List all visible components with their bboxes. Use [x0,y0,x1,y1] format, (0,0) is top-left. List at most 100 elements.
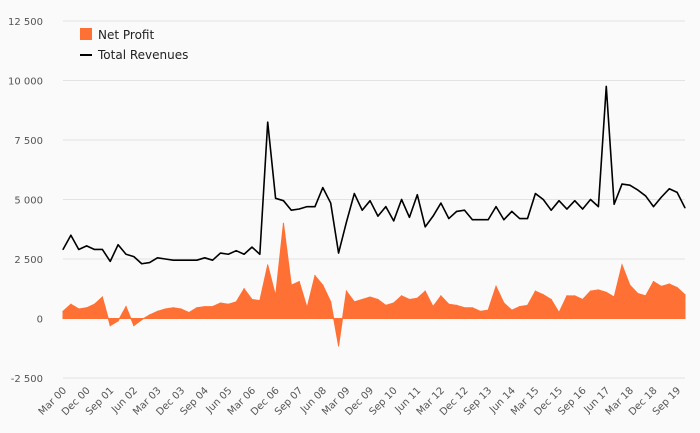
total-revenues-point [282,200,285,202]
legend: Net Profit Total Revenues [80,28,188,62]
net-profit-point [314,275,316,277]
net-profit-point [511,309,513,311]
total-revenues-point [274,197,277,199]
net-profit-point [227,303,229,305]
net-profit-point [125,306,127,308]
total-revenues-point [93,248,96,251]
net-profit-point [503,302,505,304]
net-profit-point [274,295,277,297]
net-profit-point [629,284,631,286]
total-revenues-point [487,219,489,221]
net-profit-point [235,301,237,303]
net-profit-point [164,308,166,310]
total-revenues-point [180,259,182,261]
net-profit-point [471,307,474,309]
total-revenues-point [471,219,474,221]
net-profit-point [582,298,584,301]
net-profit-point [621,264,623,266]
net-profit-point [432,306,434,308]
net-profit-point [306,307,308,309]
total-revenues-point [503,219,505,221]
total-revenues-point [416,194,418,196]
net-profit-point [180,308,182,310]
total-revenues-point [400,198,403,201]
total-revenues-point [227,253,229,255]
y-tick-label: 2 500 [14,255,43,266]
total-revenues-point [660,196,662,198]
net-profit-point [574,295,576,297]
total-revenues-point [314,206,316,208]
net-profit-point [188,311,190,314]
total-revenues-point [133,256,135,258]
net-profit-point [534,290,537,292]
net-profit-point [93,303,96,305]
net-profit-area [62,223,686,346]
net-profit-point [109,325,111,327]
total-revenues-point [204,257,206,259]
total-revenues-point [550,209,552,211]
y-tick-label: 10 000 [8,77,43,88]
net-profit-point [589,290,592,292]
total-revenues-point [345,221,348,223]
total-revenues-point [495,206,497,208]
net-profit-point [62,310,64,312]
net-profit-point [416,297,418,299]
total-revenues-point [70,234,72,236]
net-profit-point [456,304,458,307]
net-profit-point [337,345,340,347]
total-revenues-point [511,210,513,212]
net-profit-point [70,303,72,305]
total-revenues-point [149,261,151,264]
total-revenues-point [542,198,544,201]
net-profit-point [219,302,222,304]
total-revenues-point [629,184,631,186]
total-revenues-point [353,192,355,195]
net-profit-point [660,285,662,287]
legend-swatch-net-profit [80,28,92,40]
net-profit-point [479,310,481,312]
total-revenues-point [479,219,481,221]
net-profit-point [172,307,174,309]
net-profit-point [613,296,615,298]
total-revenues-point [164,258,166,260]
total-revenues-point [141,263,143,265]
net-profit-point [385,304,387,307]
total-revenues-point [172,259,174,261]
net-profit-point [156,310,159,312]
net-profit-point [322,284,324,286]
net-profit-point [196,307,198,309]
y-tick-label: 12 500 [8,17,43,28]
net-profit-point [400,295,403,297]
total-revenues-point [582,208,584,210]
total-revenues-point [613,203,615,205]
total-revenues-point [574,200,576,202]
y-tick-label: 5 000 [14,196,43,207]
total-revenues-point [267,121,269,123]
net-profit-point [676,286,678,289]
net-profit-point [78,308,80,310]
net-profit-point [495,285,497,287]
total-revenues-point [109,260,111,262]
net-profit-point [369,296,371,298]
total-revenues-point [408,216,411,218]
net-profit-point [597,289,599,291]
net-profit-point [298,281,300,283]
net-profit-point [393,302,395,304]
net-profit-point [526,304,529,307]
total-revenues-point [448,217,450,220]
total-revenues-point [78,248,80,251]
net-profit-point [668,283,670,285]
net-profit-point [267,264,269,266]
net-profit-point [558,311,560,314]
total-revenues-point [188,259,190,261]
net-profit-point [637,292,639,295]
legend-label-total-revenues: Total Revenues [97,48,188,62]
net-profit-point [149,314,151,316]
total-revenues-point [243,253,245,255]
total-revenues-point [219,252,222,254]
total-revenues-point [424,226,426,228]
net-profit-point [259,300,261,302]
net-profit-point [684,294,686,296]
